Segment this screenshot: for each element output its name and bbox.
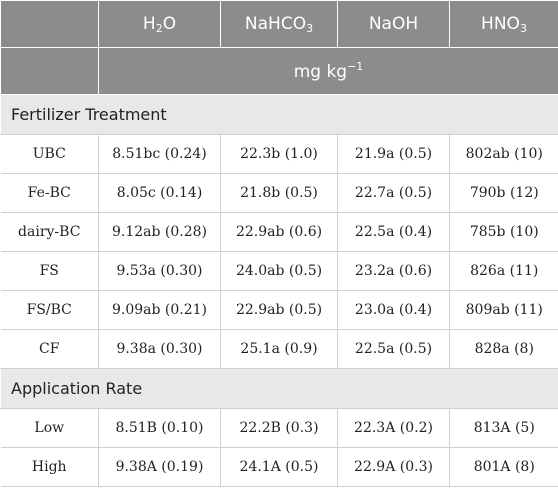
value-cell: 9.12ab (0.28) [98, 212, 221, 252]
header-cell-h2o: H2O [98, 0, 221, 48]
value-cell: 22.3b (1.0) [220, 134, 338, 174]
value-cell: 790b (12) [449, 173, 558, 213]
value-cell: 22.3A (0.2) [337, 408, 450, 448]
row-label-cell: FS [0, 251, 99, 291]
value-cell: 23.2a (0.6) [337, 251, 450, 291]
table-row: dairy-BC 9.12ab (0.28) 22.9ab (0.6) 22.5a (… [0, 212, 558, 252]
value-cell: 24.1A (0.5) [220, 447, 338, 487]
table-body: Fertilizer Treatment UBC 8.51bc (0.24) 22.3… [0, 94, 558, 487]
value-cell: 21.8b (0.5) [220, 173, 338, 213]
unit-row: mg kg−1 [0, 47, 558, 95]
header-cell-blank [0, 0, 99, 48]
value-cell: 9.09ab (0.21) [98, 290, 221, 330]
header-row: H2O NaHCO3 NaOH HNO3 [0, 0, 558, 48]
value-cell: 22.9ab (0.5) [220, 290, 338, 330]
header-cell-hno3: HNO3 [449, 0, 558, 48]
unit-cell: mg kg−1 [98, 47, 558, 95]
value-cell: 22.9ab (0.6) [220, 212, 338, 252]
row-label-cell: CF [0, 329, 99, 369]
value-cell: 25.1a (0.9) [220, 329, 338, 369]
table-row: FS 9.53a (0.30) 24.0ab (0.5) 23.2a (0.6) 826… [0, 251, 558, 291]
value-cell: 22.5a (0.5) [337, 329, 450, 369]
value-cell: 785b (10) [449, 212, 558, 252]
value-cell: 22.5a (0.4) [337, 212, 450, 252]
row-label-cell: dairy-BC [0, 212, 99, 252]
value-cell: 802ab (10) [449, 134, 558, 174]
value-cell: 22.7a (0.5) [337, 173, 450, 213]
value-cell: 813A (5) [449, 408, 558, 448]
table-header: H2O NaHCO3 NaOH HNO3 mg kg−1 [0, 0, 558, 95]
value-cell: 24.0ab (0.5) [220, 251, 338, 291]
row-label-cell: FS/BC [0, 290, 99, 330]
value-cell: 809ab (11) [449, 290, 558, 330]
row-label-cell: UBC [0, 134, 99, 174]
table-row: FS/BC 9.09ab (0.21) 22.9ab (0.5) 23.0a (0.4… [0, 290, 558, 330]
table-row: CF 9.38a (0.30) 25.1a (0.9) 22.5a (0.5) 828a… [0, 329, 558, 369]
value-cell: 828a (8) [449, 329, 558, 369]
value-cell: 23.0a (0.4) [337, 290, 450, 330]
table-row: Fe-BC 8.05c (0.14) 21.8b (0.5) 22.7a (0.5) 7… [0, 173, 558, 213]
unit-blank-cell [0, 47, 99, 95]
value-cell: 8.51B (0.10) [98, 408, 221, 448]
value-cell: 9.53a (0.30) [98, 251, 221, 291]
value-cell: 21.9a (0.5) [337, 134, 450, 174]
header-cell-nahco3: NaHCO3 [220, 0, 338, 48]
row-label-cell: Fe-BC [0, 173, 99, 213]
row-label-cell: Low [0, 408, 99, 448]
value-cell: 826a (11) [449, 251, 558, 291]
value-cell: 8.51bc (0.24) [98, 134, 221, 174]
section-title: Application Rate [0, 368, 558, 409]
value-cell: 8.05c (0.14) [98, 173, 221, 213]
value-cell: 801A (8) [449, 447, 558, 487]
section-header-row: Application Rate [0, 368, 558, 409]
section-title: Fertilizer Treatment [0, 94, 558, 135]
value-cell: 9.38A (0.19) [98, 447, 221, 487]
table-row: Low 8.51B (0.10) 22.2B (0.3) 22.3A (0.2) 813… [0, 408, 558, 448]
value-cell: 22.9A (0.3) [337, 447, 450, 487]
table-row: UBC 8.51bc (0.24) 22.3b (1.0) 21.9a (0.5) 80… [0, 134, 558, 174]
value-cell: 9.38a (0.30) [98, 329, 221, 369]
row-label-cell: High [0, 447, 99, 487]
value-cell: 22.2B (0.3) [220, 408, 338, 448]
header-cell-naoh: NaOH [337, 0, 450, 48]
table-row: High 9.38A (0.19) 24.1A (0.5) 22.9A (0.3) 80… [0, 447, 558, 487]
section-header-row: Fertilizer Treatment [0, 94, 558, 135]
